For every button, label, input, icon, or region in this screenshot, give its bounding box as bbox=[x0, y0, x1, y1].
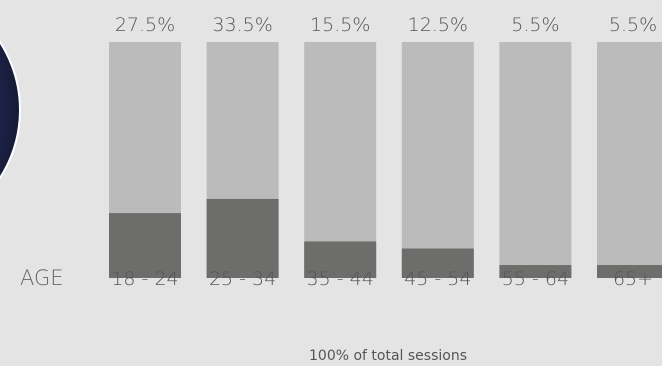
bar-value bbox=[304, 241, 377, 278]
value-labels: 27.5% 33.5% 15.5% 12.5% 5.5% 5.5% bbox=[115, 14, 657, 36]
category-labels: 18 - 24 25 - 34 35 - 44 45 - 54 55 - 64 65+ bbox=[111, 268, 653, 290]
category-label: 35 - 44 bbox=[307, 268, 374, 290]
bar-value bbox=[109, 213, 181, 278]
category-label: 55 - 64 bbox=[502, 268, 569, 290]
value-label: 27.5% bbox=[115, 14, 175, 36]
bar-value bbox=[499, 265, 572, 278]
value-label: 5.5% bbox=[609, 14, 657, 36]
category-label: 25 - 34 bbox=[209, 268, 276, 290]
value-label: 5.5% bbox=[511, 14, 559, 36]
bar-value bbox=[597, 265, 662, 278]
category-label: 65+ bbox=[613, 268, 653, 290]
bar-track bbox=[304, 42, 377, 278]
bar-value bbox=[401, 248, 474, 278]
bar-track bbox=[597, 42, 662, 278]
value-label: 15.5% bbox=[310, 14, 370, 36]
category-label: 18 - 24 bbox=[111, 268, 178, 290]
bar-track bbox=[499, 42, 572, 278]
x-axis-title: AGE bbox=[20, 266, 64, 290]
decorative-orb bbox=[0, 40, 21, 180]
bar-value bbox=[206, 198, 279, 278]
bar-track bbox=[401, 42, 474, 278]
category-label: 45 - 54 bbox=[404, 268, 471, 290]
value-label: 12.5% bbox=[408, 14, 468, 36]
bars-layer bbox=[109, 42, 662, 278]
chart-footnote: 100% of total sessions bbox=[309, 348, 467, 364]
value-label: 33.5% bbox=[212, 14, 272, 36]
